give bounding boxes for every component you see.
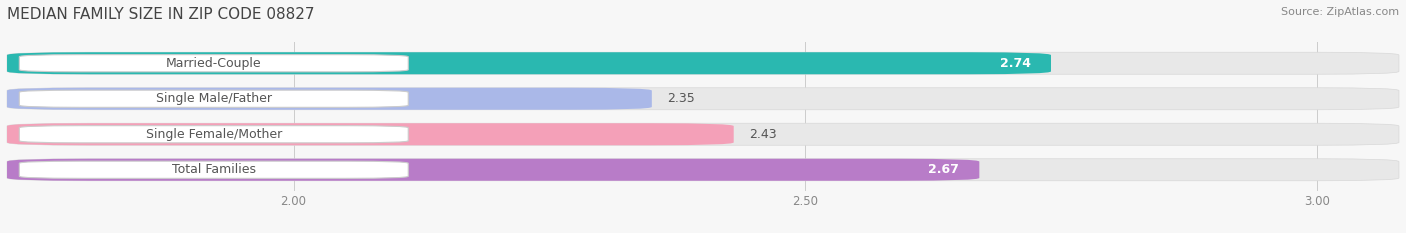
FancyBboxPatch shape bbox=[7, 88, 652, 110]
FancyBboxPatch shape bbox=[20, 55, 408, 72]
Text: Single Male/Father: Single Male/Father bbox=[156, 92, 271, 105]
Text: Total Families: Total Families bbox=[172, 163, 256, 176]
FancyBboxPatch shape bbox=[20, 126, 408, 143]
FancyBboxPatch shape bbox=[20, 161, 408, 178]
Text: 2.67: 2.67 bbox=[928, 163, 959, 176]
Text: Single Female/Mother: Single Female/Mother bbox=[146, 128, 281, 141]
FancyBboxPatch shape bbox=[7, 52, 1399, 74]
Text: 2.35: 2.35 bbox=[668, 92, 695, 105]
FancyBboxPatch shape bbox=[7, 123, 734, 145]
FancyBboxPatch shape bbox=[7, 159, 1399, 181]
Text: Source: ZipAtlas.com: Source: ZipAtlas.com bbox=[1281, 7, 1399, 17]
FancyBboxPatch shape bbox=[7, 159, 980, 181]
Text: Married-Couple: Married-Couple bbox=[166, 57, 262, 70]
FancyBboxPatch shape bbox=[7, 52, 1052, 74]
Text: MEDIAN FAMILY SIZE IN ZIP CODE 08827: MEDIAN FAMILY SIZE IN ZIP CODE 08827 bbox=[7, 7, 315, 22]
FancyBboxPatch shape bbox=[7, 88, 1399, 110]
FancyBboxPatch shape bbox=[7, 123, 1399, 145]
Text: 2.43: 2.43 bbox=[749, 128, 776, 141]
Text: 2.74: 2.74 bbox=[1000, 57, 1031, 70]
FancyBboxPatch shape bbox=[20, 90, 408, 107]
